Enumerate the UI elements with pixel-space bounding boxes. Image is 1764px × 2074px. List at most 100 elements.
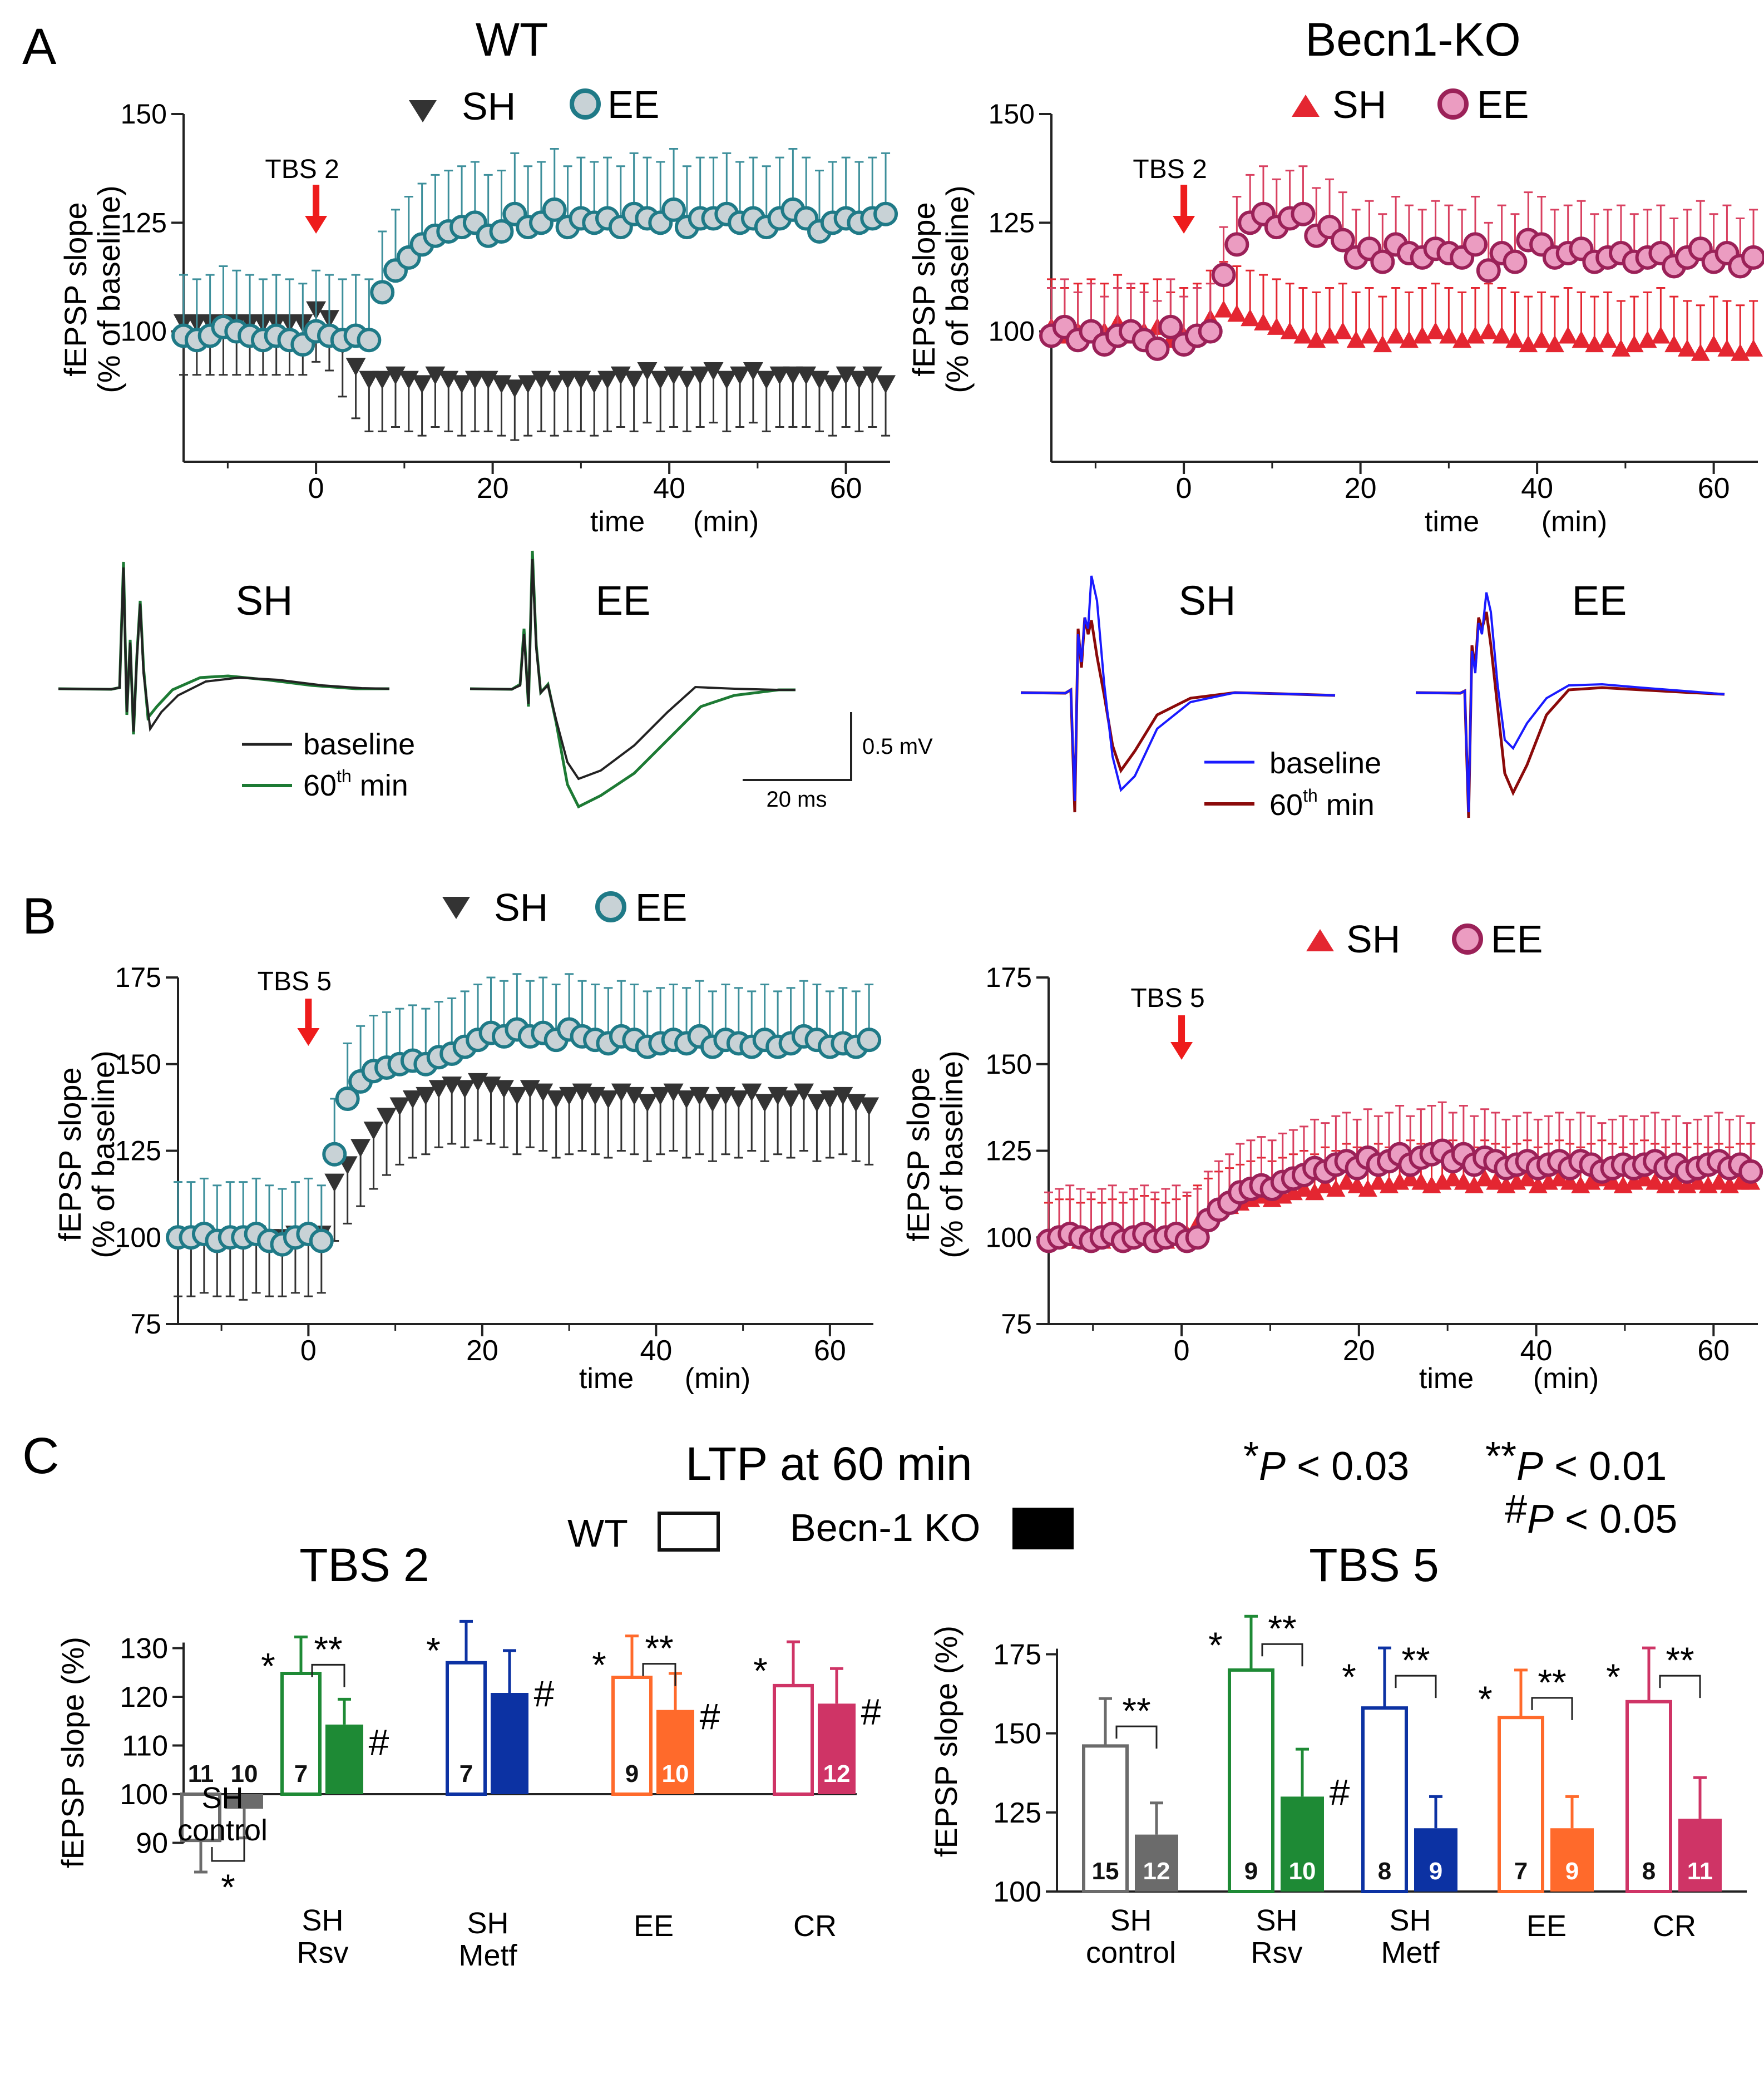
data-point: [1401, 1169, 1420, 1187]
bar-ko: [1678, 1819, 1722, 1892]
n-count-wt: 8: [1642, 1858, 1656, 1885]
x-axis-label: time: [1419, 1362, 1474, 1395]
data-point: [322, 1142, 347, 1167]
stimulus-arrow-head-icon: [305, 216, 328, 234]
bar-ko: [818, 1703, 856, 1794]
x-tick-label: 60: [1697, 1335, 1730, 1367]
y-tick-label: 125: [986, 1135, 1032, 1167]
data-point: [1307, 330, 1326, 348]
x-tick-label: 20: [1343, 1335, 1375, 1367]
data-point: [1412, 326, 1432, 344]
data-point: [624, 1087, 645, 1105]
data-point: [1550, 1169, 1569, 1187]
chart-title: TBS 2: [299, 1539, 429, 1591]
data-point: [743, 362, 763, 381]
bar-group-4: 12 * # CR: [753, 1640, 882, 1943]
series-EE: [1039, 165, 1764, 361]
sig-ko: #: [534, 1673, 555, 1714]
bar-wt: [1361, 1706, 1408, 1893]
legend-baseline-label: baseline: [303, 728, 415, 761]
data-point: [1731, 343, 1750, 361]
legend-ee-label: EE: [1477, 83, 1529, 126]
data-point: [533, 1083, 554, 1102]
barchart-C-TBS2: TBS 2 90 100 110 120 130 fEPSP slope (%) 11 10 * S…: [55, 1539, 882, 1972]
legend-sh-triangle-down-icon: [409, 100, 437, 122]
bar-wt: [1625, 1700, 1672, 1893]
n-count-ko: 10: [1289, 1858, 1316, 1885]
wt-title: WT: [476, 13, 549, 66]
legend-ee-circle-icon: [1452, 924, 1483, 955]
sig-bracket: [1531, 1697, 1573, 1720]
category-label: Rsv: [297, 1936, 349, 1969]
y-axis-label-unit: (% of baseline): [86, 1050, 121, 1258]
y-axis-label: fEPSP slope: [906, 202, 941, 376]
trace-ko-sh-baseline: [1020, 575, 1336, 802]
data-point: [1486, 1172, 1505, 1190]
y-tick-label: 150: [993, 1718, 1041, 1750]
panel-letter-c: C: [22, 1428, 59, 1484]
category-label: SH: [1389, 1904, 1431, 1937]
y-tick-label: 110: [122, 1730, 168, 1762]
n-count-wt: 9: [1244, 1858, 1258, 1885]
sig-pair: **: [1122, 1690, 1150, 1731]
legend-baseline-label: baseline: [1269, 747, 1381, 780]
data-point: [1475, 1169, 1495, 1187]
data-point: [661, 197, 686, 222]
sig-pair: **: [645, 1628, 673, 1669]
legend-60min-label: 60th min: [303, 766, 408, 802]
category-label: CR: [1653, 1909, 1696, 1943]
sig-wt: *: [1606, 1656, 1620, 1697]
data-point: [637, 362, 658, 381]
data-point: [363, 1122, 384, 1140]
data-point: [416, 1087, 436, 1105]
stat-p005: #P < 0.05: [1505, 1487, 1677, 1542]
data-point: [742, 1083, 762, 1102]
data-point: [819, 1090, 840, 1109]
data-point: [1333, 322, 1352, 339]
sig-pair: **: [1401, 1640, 1430, 1681]
data-point: [1330, 228, 1355, 253]
data-point: [1254, 313, 1273, 330]
sig-pair: **: [1268, 1608, 1296, 1649]
traces-ko: SH EE baseline 60th min: [1020, 575, 1725, 822]
y-tick-label: 90: [136, 1828, 168, 1860]
data-point: [1368, 1172, 1388, 1190]
bar-ko: [1281, 1796, 1324, 1892]
sig-wt: *: [1208, 1624, 1223, 1666]
data-point: [1678, 339, 1697, 357]
data-point: [1505, 330, 1525, 348]
data-point: [1316, 1176, 1335, 1193]
data-point: [489, 219, 514, 244]
n-count-wt: 15: [1092, 1858, 1119, 1885]
x-tick-label: 0: [300, 1335, 317, 1367]
data-point: [676, 1090, 697, 1109]
data-point: [370, 280, 395, 305]
y-axis-label: fEPSP slope: [901, 1067, 936, 1241]
sig-bracket: [1395, 1675, 1437, 1698]
n-count-wt: 7: [294, 1760, 308, 1787]
x-tick-label: 40: [1521, 472, 1553, 505]
legend-sh-label: SH: [462, 85, 516, 128]
bar-ko: [1135, 1834, 1178, 1892]
stat-p001: **P < 0.01: [1485, 1434, 1667, 1489]
x-tick-label: 0: [1174, 1335, 1190, 1367]
sig-ko: #: [369, 1721, 389, 1762]
bar-ko: [491, 1693, 528, 1794]
legend-ee-label: EE: [635, 886, 687, 929]
data-point: [1326, 1179, 1346, 1197]
sig-bracket: [1659, 1675, 1701, 1698]
trace-ko-ee-60min: [1415, 611, 1725, 818]
n-count-wt: 11: [188, 1760, 214, 1787]
data-point: [389, 1097, 410, 1116]
category-label: SH: [201, 1781, 243, 1815]
x-axis-unit: (min): [693, 506, 759, 538]
y-tick-label: 100: [120, 1779, 168, 1811]
y-tick-label: 100: [986, 1222, 1032, 1253]
timecourse-A-WT: 100 125 150 0 20 40 60 time (min) fEPSP slope(% o…: [58, 98, 898, 538]
data-point: [1465, 1176, 1484, 1193]
data-point: [1545, 335, 1564, 353]
data-point: [857, 1028, 882, 1053]
y-tick-label: 150: [986, 1049, 1032, 1080]
